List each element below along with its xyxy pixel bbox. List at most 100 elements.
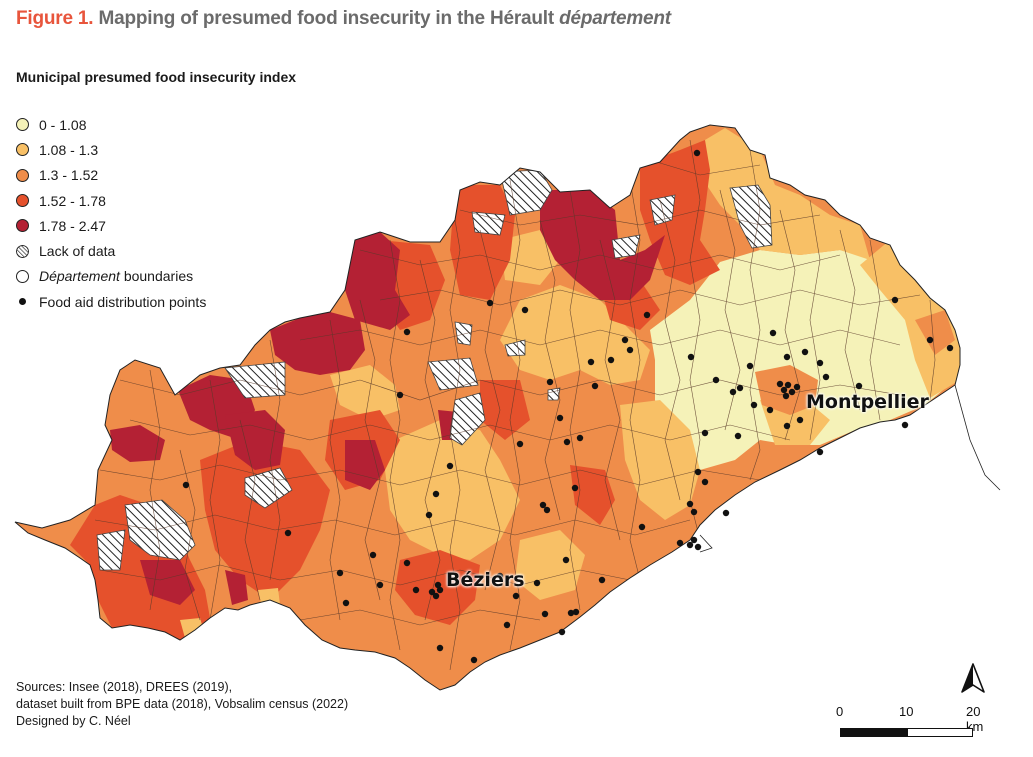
food-aid-point [516,440,524,448]
food-aid-point [901,421,909,429]
food-aid-point [788,388,796,396]
no-data-area [504,339,526,357]
legend-class-label: 1.3 - 1.52 [39,167,99,184]
food-aid-point [607,356,615,364]
legend-class-3: 1.3 - 1.52 [16,163,206,188]
food-aid-point [563,438,571,446]
food-aid-point [403,328,411,336]
food-aid-point [686,541,694,549]
food-aid-point [687,353,695,361]
legend-boundaries-rest: boundaries [119,268,194,285]
food-aid-point [496,572,504,580]
legend-swatch-2 [16,143,29,157]
no-data-area [244,467,293,509]
food-aid-point [946,344,954,352]
sources-line-1: Sources: Insee (2018), DREES (2019), [16,680,233,694]
food-aid-point [782,392,790,400]
food-aid-point [539,501,547,509]
food-aid-point [182,481,190,489]
food-aid-point [562,556,570,564]
food-aid-point [503,621,511,629]
figure-title-italic: département [559,8,671,29]
food-aid-point [533,579,541,587]
food-aid-point [436,586,444,594]
department-boundary [14,124,961,691]
food-aid-point [446,462,454,470]
food-aid-point [598,576,606,584]
food-aid-point [571,484,579,492]
boundary-swatch [16,269,29,283]
food-aid-point [722,509,730,517]
zone-class-5 [140,560,195,605]
food-aid-point [428,588,436,596]
food-aid-point [587,358,595,366]
food-aid-point [734,432,742,440]
food-aid-point [780,386,788,394]
coastline-extension [954,384,1001,491]
legend-swatch-3 [16,168,29,182]
food-aid-point [693,149,701,157]
food-aid-point [432,592,440,600]
scale-segment-2 [907,728,973,737]
food-aid-point [701,478,709,486]
no-data-area [427,357,479,391]
food-aid-point [793,383,801,391]
food-aid-point [690,508,698,516]
food-aid-point [816,359,824,367]
legend: 0 - 1.08 1.08 - 1.3 1.3 - 1.52 1.52 - 1.… [16,112,206,314]
food-aid-point [436,644,444,652]
food-aid-point [769,329,777,337]
legend-class-label: 1.52 - 1.78 [39,192,106,209]
zone-class-5 [225,410,285,470]
food-aid-point [512,592,520,600]
food-aid-point [701,429,709,437]
legend-class-label: 1.78 - 2.47 [39,217,106,234]
food-aid-point [576,434,584,442]
legend-no-data: Lack of data [16,238,206,263]
food-aid-point [336,569,344,577]
legend-boundaries-italic: Département [39,268,120,285]
zone-class-4 [480,380,530,440]
legend-class-5: 1.78 - 2.47 [16,213,206,238]
legend-class-1: 0 - 1.08 [16,112,206,137]
zone-class-2 [515,530,585,600]
scale-label-0: 0 [836,704,844,719]
food-aid-point [712,376,720,384]
no-data-area [224,361,286,399]
legend-swatch-4 [16,194,29,208]
food-aid-point [891,296,899,304]
legend-heading: Municipal presumed food insecurity index [16,69,297,85]
food-aid-point [432,490,440,498]
food-aid-points [182,149,954,664]
zone-class-4 [200,440,330,600]
zone-class-1 [650,250,955,470]
food-aid-point [556,414,564,422]
food-aid-point [686,500,694,508]
food-aid-point [694,543,702,551]
food-aid-point [783,422,791,430]
scale-label-10: 10 [899,704,914,719]
zone-class-5 [225,570,248,605]
food-aid-point [543,506,551,514]
food-aid-point [284,529,292,537]
no-data-area [449,392,486,446]
sources-line-3: Designed by C. Néel [16,714,131,728]
food-aid-point [729,388,737,396]
food-aid-point [567,609,575,617]
food-aid-point [855,382,863,390]
food-aid-point [626,346,634,354]
food-aid-point [638,523,646,531]
zone-class-3 [915,310,955,355]
no-data-area [471,211,506,236]
food-aid-point [784,381,792,389]
legend-class-label: 0 - 1.08 [39,116,87,133]
legend-swatch-5 [16,219,29,233]
food-aid-point [676,539,684,547]
legend-points: Food aid distribution points [16,289,206,314]
legend-no-data-label: Lack of data [39,243,116,260]
figure-label: Figure 1. [16,8,94,29]
scale-bar: 0 10 20 km [830,704,983,744]
food-aid-point [342,599,350,607]
food-aid-point [521,306,529,314]
hatch-swatch-icon [16,244,29,258]
